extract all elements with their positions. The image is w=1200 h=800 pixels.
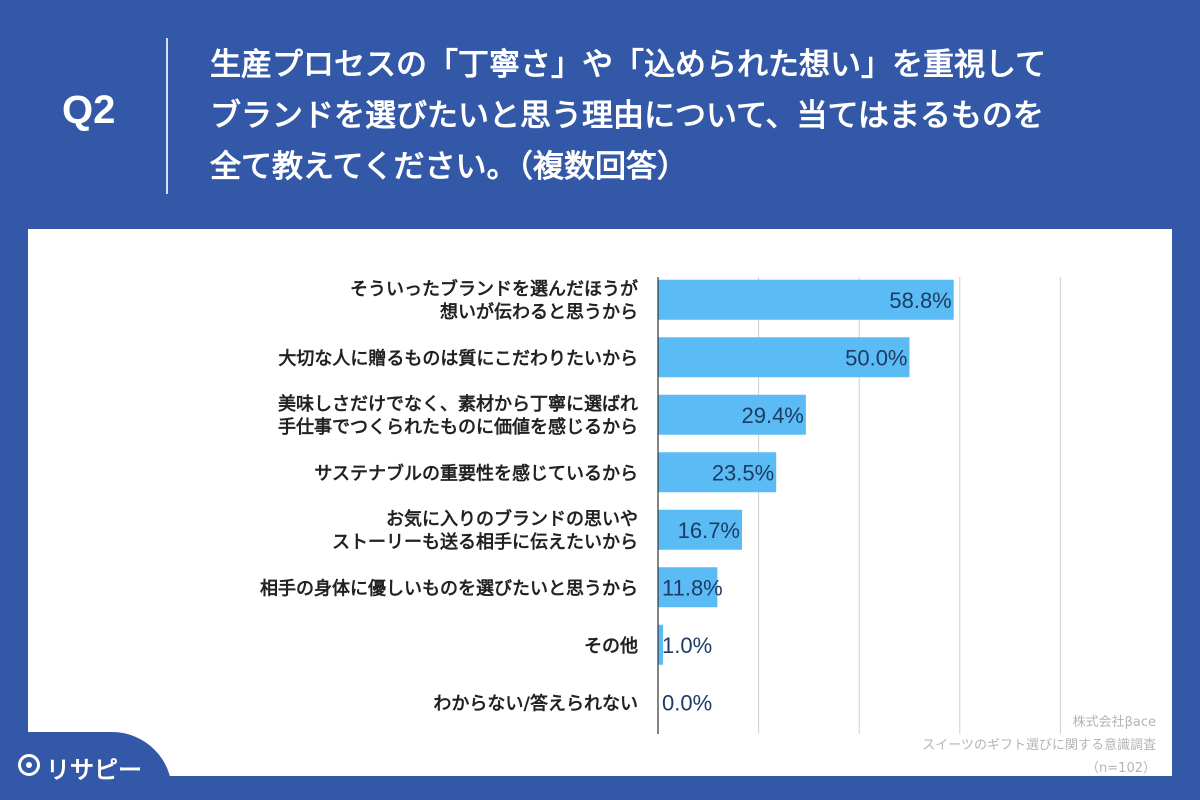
- question-line: 生産プロセスの「丁寧さ」や「込められた想い」を重視して: [210, 47, 1047, 83]
- credit-survey: スイーツのギフト選びに関する意識調査: [922, 738, 1156, 753]
- bar: [658, 337, 910, 378]
- value-label: 29.4%: [741, 403, 803, 428]
- category-label: 大切な人に贈るものは質にこだわりたいから: [278, 347, 638, 369]
- category-label: 想いが伝わると思うから: [440, 301, 638, 323]
- logo: リサピー: [0, 732, 172, 800]
- question-number: Q2: [62, 88, 116, 132]
- bar: [658, 279, 954, 320]
- chart-panel: 58.8% そういったブランドを選んだほうが 想いが伝わると思うから 50.0% 大切な…: [28, 229, 1172, 776]
- category-label: 手仕事でつくられたものに価値を感じるから: [278, 416, 638, 438]
- question-line: 全て教えてください。（複数回答）: [210, 149, 689, 185]
- bar: [658, 452, 777, 493]
- question-header: Q2 生産プロセスの「丁寧さ」や「込められた想い」を重視して ブランドを選びたい…: [0, 0, 1200, 228]
- category-label: お気に入りのブランドの思いや: [386, 508, 638, 530]
- bar: [658, 394, 806, 435]
- header-divider: [166, 38, 168, 194]
- logo-text: リサピー: [46, 756, 142, 784]
- value-label: 50.0%: [845, 345, 907, 370]
- credit-sample: （n=102）: [1086, 761, 1156, 776]
- value-label: 58.8%: [889, 288, 951, 313]
- value-label: 16.7%: [678, 518, 740, 543]
- category-label: その他: [584, 635, 638, 657]
- category-label: わからない/答えられない: [433, 692, 638, 714]
- category-label: 美味しさだけでなく、素材から丁寧に選ばれ: [278, 393, 638, 415]
- category-label: ストーリーも送る相手に伝えたいから: [332, 531, 638, 553]
- value-label: 0.0%: [662, 690, 712, 715]
- bar: [658, 567, 718, 608]
- category-label: そういったブランドを選んだほうが: [350, 278, 638, 300]
- value-label: 11.8%: [662, 575, 723, 600]
- question-text: 生産プロセスの「丁寧さ」や「込められた想い」を重視して ブランドを選びたいと思う…: [210, 40, 1170, 193]
- category-label: サステナブルの重要性を感じているから: [314, 462, 638, 484]
- value-label: 1.0%: [662, 633, 712, 658]
- question-line: ブランドを選びたいと思う理由について、当てはまるものを: [210, 98, 1044, 134]
- value-label: 23.5%: [712, 460, 774, 485]
- bar: [658, 624, 664, 665]
- category-label: 相手の身体に優しいものを選びたいと思うから: [260, 577, 638, 599]
- credit-company: 株式会社βace: [1072, 715, 1156, 730]
- location-pin-icon: [18, 754, 40, 776]
- bar: [658, 509, 743, 550]
